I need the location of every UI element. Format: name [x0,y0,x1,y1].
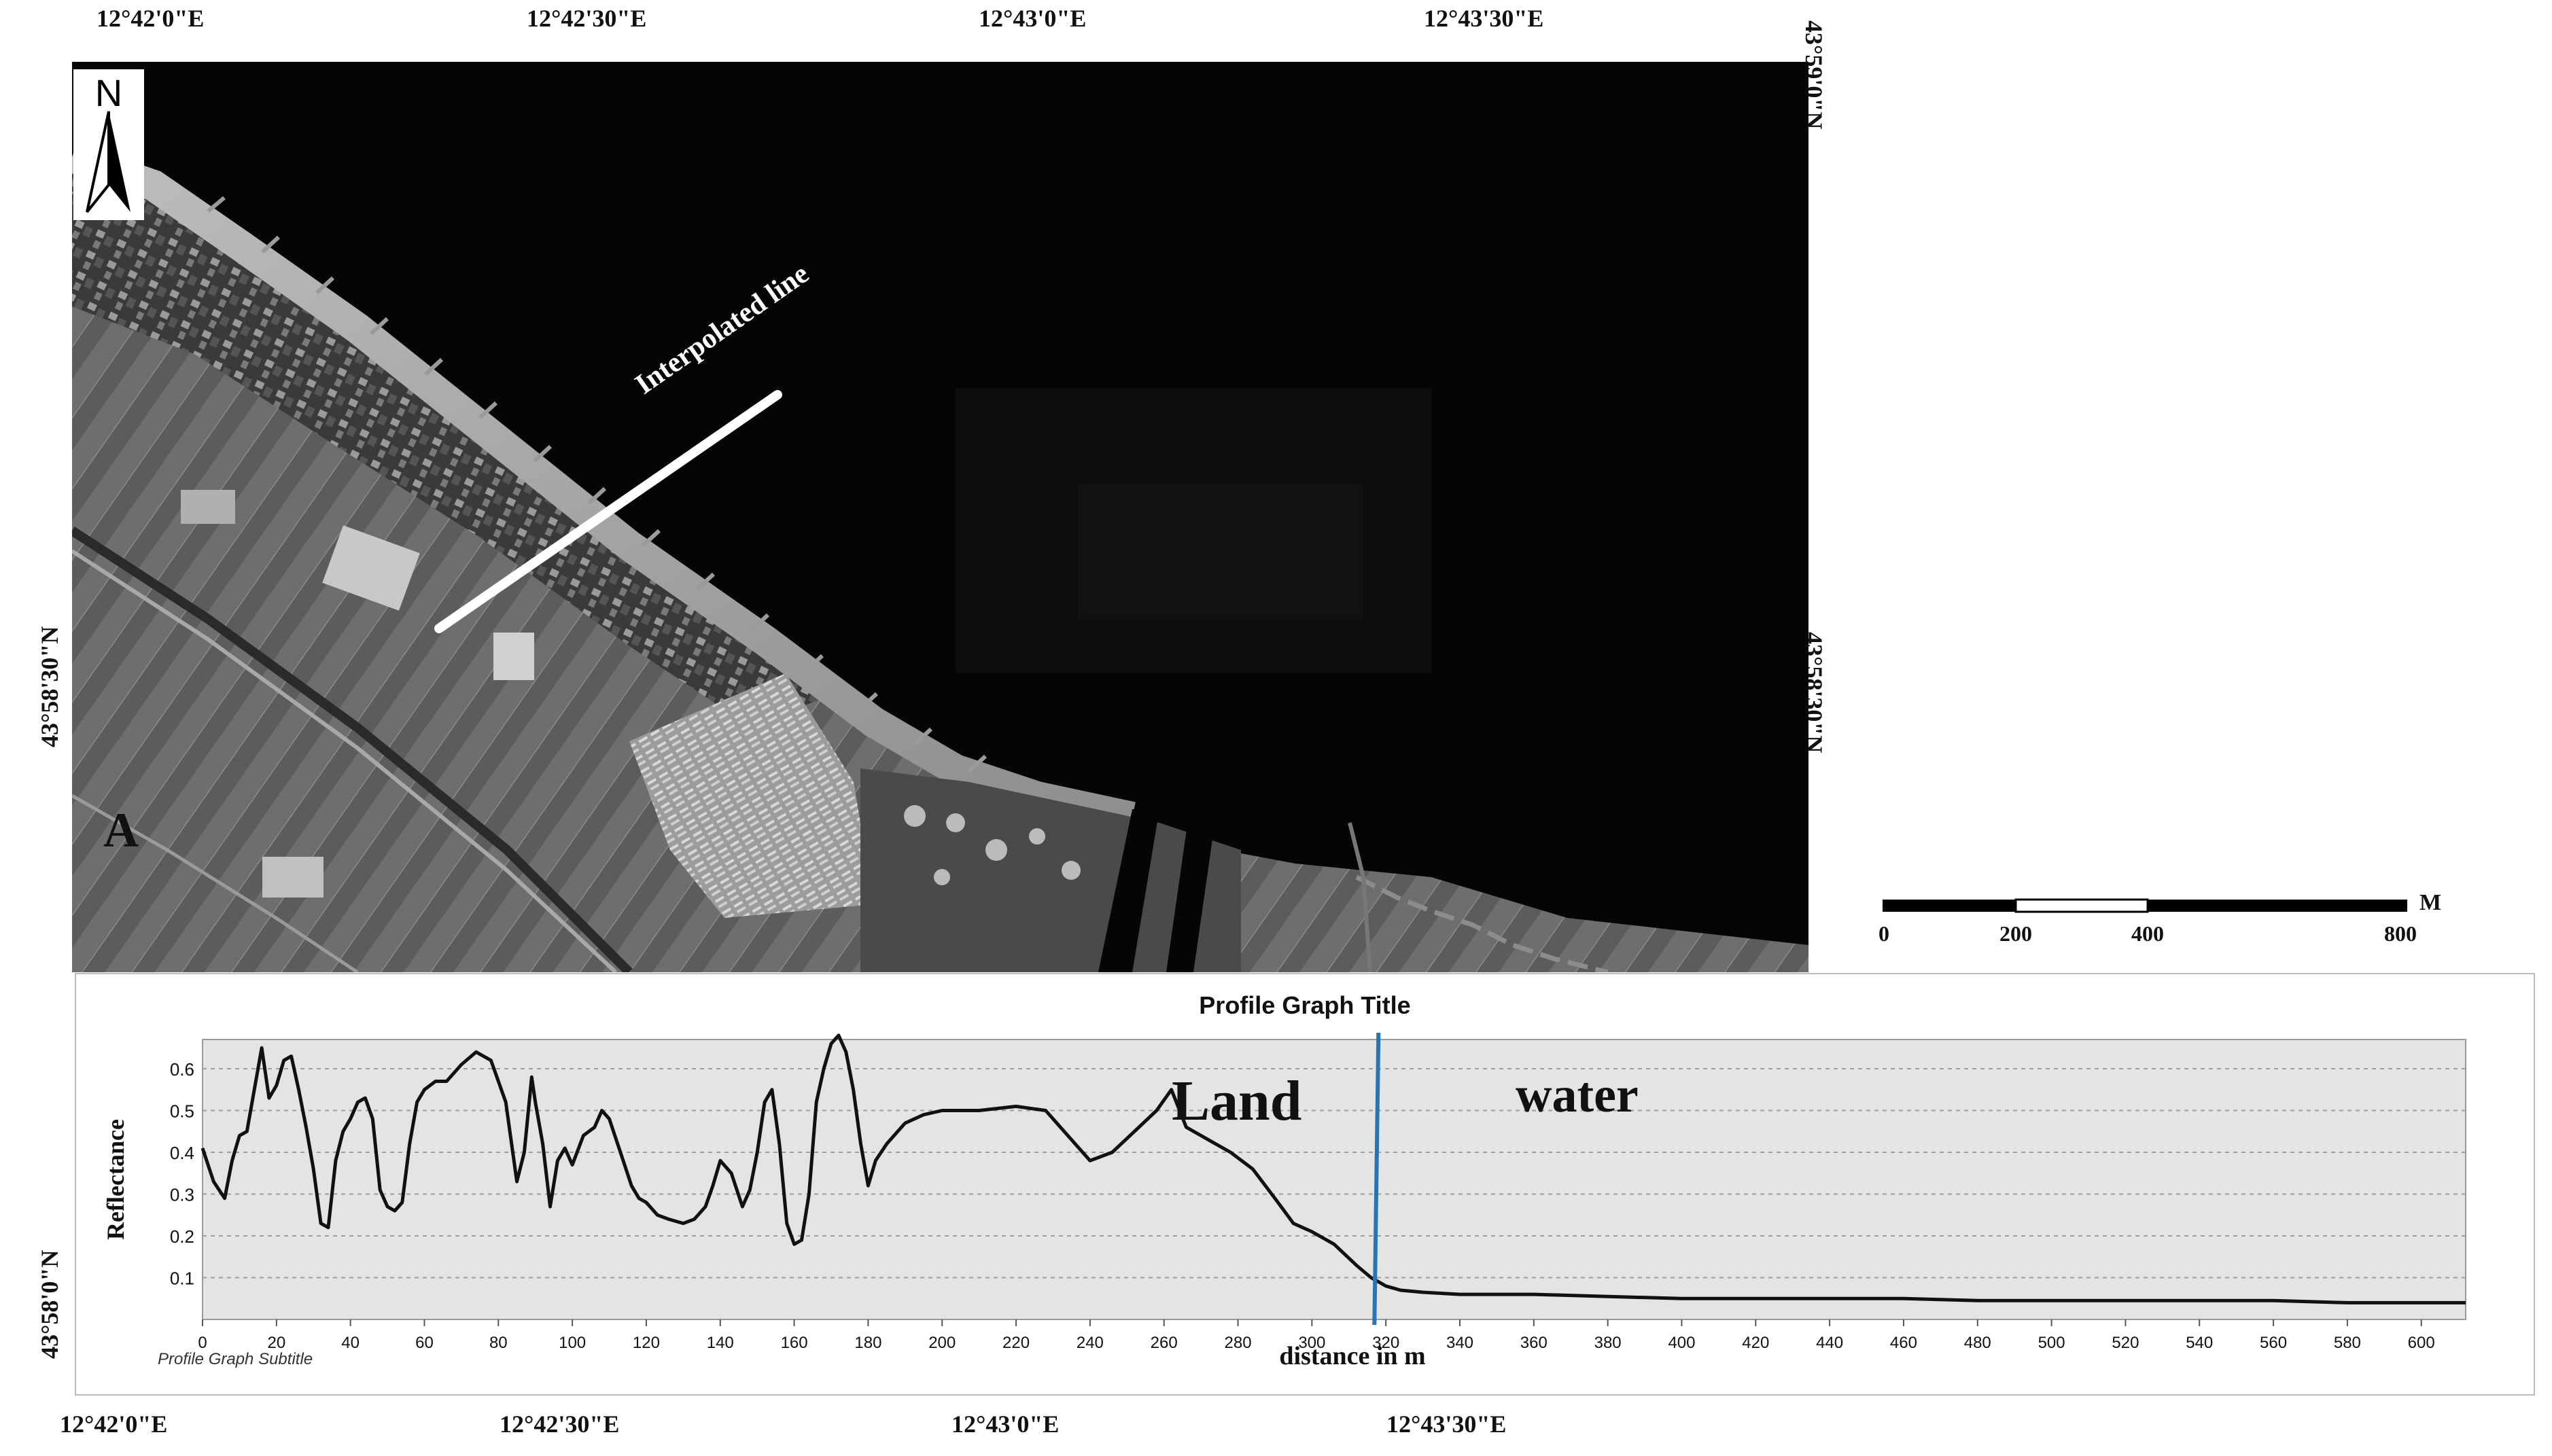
plot-area [202,1039,2466,1320]
x-axis-ticks: 0 20 40 60 80 100 120 140 160 180 200 220 240 260 280 3… [198,1319,2435,1352]
scale-unit: M [2419,890,2442,915]
scale-bar-graphic [1883,898,2407,913]
x-axis-label: distance in m [1279,1342,1425,1370]
north-letter: N [94,71,123,114]
grid-lines [203,1068,2466,1279]
scale-bar: M 0 200 400 800 [1878,890,2442,961]
interpolated-transect-line [434,390,782,633]
y-axis-label: Reflectance [102,1119,129,1240]
water-label: water [1516,1067,1639,1123]
x-tick-label: 460 [1890,1334,1917,1352]
x-tick-label: 320 [1372,1334,1399,1352]
x-tick-label: 600 [2408,1334,2435,1352]
x-tick-label: 40 [341,1334,360,1352]
y-tick-label: 0.6 [170,1059,194,1080]
x-tick-label: 100 [559,1334,586,1352]
lon-label-bottom-3: 12°43'0"E [951,1410,1060,1438]
x-tick-label: 160 [781,1334,808,1352]
x-tick-label: 400 [1668,1334,1695,1352]
y-tick-label: 0.3 [170,1185,194,1205]
x-tick-label: 500 [2038,1334,2065,1352]
x-tick-label: 580 [2334,1334,2361,1352]
profile-graph: Profile Graph Title 0.1 0.2 0.3 0.4 0.5 0.6 0… [75,973,2535,1396]
scale-tick-800: 800 [2384,921,2417,946]
scale-tick-400: 400 [2131,921,2164,946]
y-tick-label: 0.5 [170,1101,194,1122]
lon-label-top-1: 12°42'0"E [97,5,205,32]
lon-label-bottom-4: 12°43'30"E [1386,1410,1507,1438]
x-tick-label: 520 [2112,1334,2139,1352]
lon-label-top-4: 12°43'30"E [1424,5,1544,32]
chart-title: Profile Graph Title [1199,991,1410,1019]
lon-label-top-3: 12°43'0"E [979,5,1087,32]
scale-tick-200: 200 [1999,921,2032,946]
x-tick-label: 440 [1816,1334,1843,1352]
x-tick-label: 340 [1446,1334,1473,1352]
scale-tick-0: 0 [1878,921,1889,946]
lon-label-top-2: 12°42'30"E [527,5,647,32]
x-tick-label: 180 [854,1334,881,1352]
y-axis-ticks: 0.1 0.2 0.3 0.4 0.5 0.6 [170,1059,194,1288]
profile-chart: Profile Graph Title 0.1 0.2 0.3 0.4 0.5 0.6 0… [102,991,2466,1370]
x-tick-label: 360 [1520,1334,1548,1352]
x-tick-label: 220 [1002,1334,1030,1352]
land-water-boundary-line [1372,1032,1381,1326]
north-arrow: N [73,69,144,220]
land-label: Land [1172,1069,1301,1133]
lon-label-bottom-1: 12°42'0"E [60,1410,168,1438]
y-tick-label: 0.4 [170,1143,194,1163]
x-tick-label: 0 [198,1334,207,1352]
x-tick-label: 420 [1742,1334,1769,1352]
north-arrow-icon [86,111,130,213]
x-tick-label: 120 [633,1334,660,1352]
x-tick-label: 560 [2260,1334,2287,1352]
lat-label-left-1: 43°58'30"N [36,626,63,747]
x-tick-label: 480 [1964,1334,1991,1352]
x-tick-label: 200 [928,1334,956,1352]
x-tick-label: 140 [707,1334,734,1352]
satellite-map: Interpolated line A [72,62,1808,972]
x-tick-label: 280 [1225,1334,1252,1352]
y-tick-label: 0.2 [170,1226,194,1247]
lon-label-bottom-2: 12°42'30"E [500,1410,620,1438]
panel-label: A [103,803,139,857]
x-tick-label: 300 [1298,1334,1325,1352]
x-tick-label: 60 [415,1334,434,1352]
x-tick-label: 380 [1594,1334,1622,1352]
x-tick-label: 20 [267,1334,285,1352]
lat-label-left-2: 43°58'0"N [36,1249,63,1359]
x-tick-label: 260 [1151,1334,1178,1352]
x-tick-label: 240 [1077,1334,1104,1352]
x-tick-label: 540 [2186,1334,2213,1352]
satellite-imagery [72,62,1808,972]
reflectance-line [200,1033,2466,1304]
x-tick-label: 80 [489,1334,508,1352]
chart-subtitle: Profile Graph Subtitle [158,1350,313,1368]
y-tick-label: 0.1 [170,1268,194,1289]
